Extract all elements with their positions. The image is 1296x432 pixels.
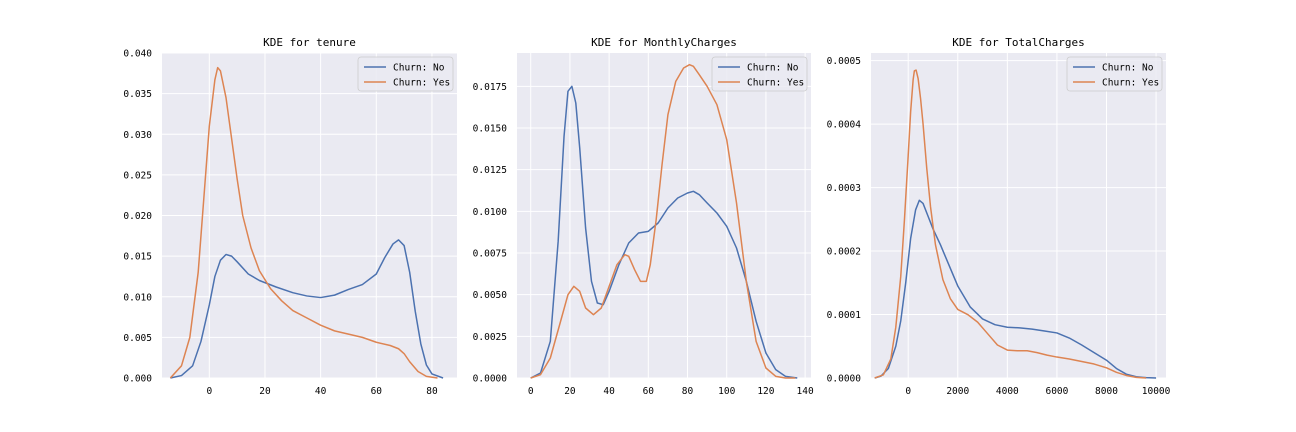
y-tick-label: 0.020 bbox=[123, 211, 152, 222]
x-tick-label: 80 bbox=[682, 386, 694, 397]
y-tick-label: 0.015 bbox=[123, 252, 152, 263]
x-tick-label: 10000 bbox=[1142, 386, 1171, 397]
y-tick-label: 0.0075 bbox=[473, 249, 507, 260]
y-tick-label: 0.0175 bbox=[473, 82, 507, 93]
legend-label: Churn: Yes bbox=[393, 78, 450, 89]
y-tick-label: 0.035 bbox=[123, 89, 152, 100]
legend-label: Churn: Yes bbox=[1102, 78, 1159, 89]
x-tick-label: 100 bbox=[718, 386, 735, 397]
plot-background bbox=[517, 53, 811, 378]
y-tick-label: 0.0025 bbox=[473, 332, 507, 343]
x-tick-label: 40 bbox=[603, 386, 615, 397]
x-tick-label: 0 bbox=[528, 386, 534, 397]
x-tick-label: 60 bbox=[371, 386, 383, 397]
x-tick-label: 4000 bbox=[996, 386, 1019, 397]
legend-label: Churn: No bbox=[747, 63, 799, 74]
chart-panel-1: 0 20 40 60 80 0.000 0.005 0.010 0.015 0.020 0.025 0… bbox=[123, 36, 457, 397]
x-tick-label: 40 bbox=[315, 386, 327, 397]
y-tick-label: 0.000 bbox=[123, 374, 152, 385]
y-tick-label: 0.0100 bbox=[473, 207, 508, 218]
y-tick-label: 0.0002 bbox=[827, 247, 861, 258]
x-tick-label: 0 bbox=[905, 386, 911, 397]
legend-label: Churn: No bbox=[393, 63, 445, 74]
plot-background bbox=[871, 53, 1166, 378]
legend: Churn: No Churn: Yes bbox=[357, 56, 454, 92]
x-tick-label: 20 bbox=[564, 386, 576, 397]
series-line-churn-yes bbox=[169, 66, 438, 379]
y-tick-label: 0.0003 bbox=[827, 183, 861, 194]
series-line-churn-no bbox=[874, 199, 1157, 379]
chart-panel-2: 0 20 40 60 80 100 120 140 0.0000 0.0025 0.0050 0.00… bbox=[473, 36, 814, 397]
x-tick-label: 20 bbox=[259, 386, 271, 397]
y-tick-label: 0.005 bbox=[123, 333, 152, 344]
y-tick-label: 0.0125 bbox=[473, 165, 507, 176]
y-tick-label: 0.0150 bbox=[473, 124, 508, 135]
y-tick-label: 0.025 bbox=[123, 170, 152, 181]
chart-title: KDE for MonthlyCharges bbox=[591, 36, 737, 49]
x-tick-label: 60 bbox=[643, 386, 655, 397]
legend-label: Churn: Yes bbox=[747, 78, 804, 89]
series-line-churn-yes bbox=[530, 63, 796, 379]
y-tick-label: 0.030 bbox=[123, 130, 152, 141]
x-tick-label: 6000 bbox=[1045, 386, 1068, 397]
x-tick-label: 140 bbox=[797, 386, 814, 397]
x-tick-label: 2000 bbox=[946, 386, 969, 397]
chart-title: KDE for TotalCharges bbox=[952, 36, 1084, 49]
y-tick-label: 0.0050 bbox=[473, 290, 508, 301]
x-tick-label: 120 bbox=[757, 386, 774, 397]
legend-label: Churn: No bbox=[1102, 63, 1154, 74]
y-tick-label: 0.0000 bbox=[827, 374, 862, 385]
y-tick-label: 0.0004 bbox=[827, 120, 862, 131]
y-tick-label: 0.010 bbox=[123, 292, 152, 303]
series-line-churn-no bbox=[170, 239, 444, 379]
legend: Churn: No Churn: Yes bbox=[711, 56, 808, 92]
series-line-churn-no bbox=[530, 85, 798, 379]
y-tick-label: 0.0000 bbox=[473, 374, 508, 385]
legend: Churn: No Churn: Yes bbox=[1066, 56, 1163, 92]
series-line-churn-yes bbox=[874, 69, 1147, 379]
chart-panel-3: 0 2000 4000 6000 8000 10000 0.0000 0.0001 0.0002… bbox=[827, 36, 1171, 397]
y-tick-label: 0.0001 bbox=[827, 310, 862, 321]
y-tick-label: 0.040 bbox=[123, 49, 152, 60]
x-tick-label: 80 bbox=[426, 386, 438, 397]
x-tick-label: 0 bbox=[206, 386, 212, 397]
y-tick-label: 0.0005 bbox=[827, 56, 861, 67]
chart-title: KDE for tenure bbox=[263, 36, 356, 49]
x-tick-label: 8000 bbox=[1095, 386, 1118, 397]
